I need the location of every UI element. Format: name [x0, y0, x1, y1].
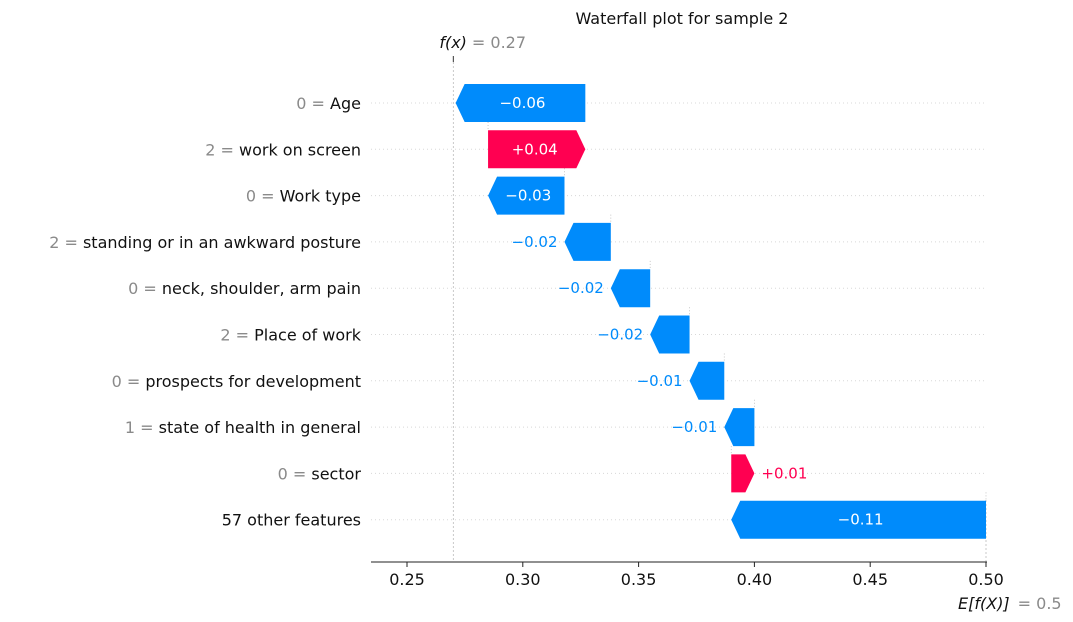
feature-name: prospects for development — [145, 372, 361, 391]
waterfall-bar — [731, 500, 986, 539]
feature-value: 2 = — [220, 326, 254, 345]
feature-value: 2 = — [205, 140, 239, 159]
feature-name: sector — [311, 464, 361, 483]
base-value-label: E[f(X)] = 0.5 — [958, 594, 1062, 613]
feature-name: 57 other features — [222, 511, 361, 530]
feature-label: 2 = standing or in an awkward posture — [49, 233, 361, 252]
x-tick-label: 0.35 — [621, 570, 657, 589]
feature-value: 0 = — [246, 187, 280, 206]
bar-value-label: −0.02 — [512, 233, 558, 251]
feature-name: neck, shoulder, arm pain — [162, 279, 361, 298]
feature-value: 0 = — [112, 372, 146, 391]
waterfall-bar — [455, 84, 586, 122]
bar-value-label: −0.06 — [499, 94, 545, 112]
bar-value-label: −0.11 — [838, 511, 884, 529]
feature-label: 1 = state of health in general — [125, 418, 361, 437]
feature-label: 2 = Place of work — [220, 326, 361, 345]
feature-value: 1 = — [125, 418, 159, 437]
x-tick-label: 0.40 — [737, 570, 773, 589]
x-tick-label: 0.45 — [852, 570, 888, 589]
feature-name: Place of work — [254, 326, 362, 345]
bar-value-label: −0.03 — [505, 187, 551, 205]
feature-label: 0 = Age — [296, 94, 361, 113]
waterfall-bar — [488, 176, 565, 215]
bar-value-label: −0.02 — [597, 326, 643, 344]
waterfall-bar — [488, 130, 586, 169]
waterfall-bar — [650, 315, 690, 354]
chart-title: Waterfall plot for sample 2 — [576, 9, 789, 28]
feature-name: Work type — [280, 187, 361, 206]
bar-value-label: −0.02 — [558, 279, 604, 297]
feature-label: 0 = prospects for development — [112, 372, 361, 391]
feature-label: 0 = Work type — [246, 187, 361, 206]
feature-label: 2 = work on screen — [205, 140, 361, 159]
feature-name: state of health in general — [159, 418, 361, 437]
feature-value: 0 = — [278, 464, 312, 483]
feature-name: standing or in an awkward posture — [83, 233, 361, 252]
waterfall-bar — [731, 454, 755, 493]
waterfall-bar — [724, 408, 755, 447]
feature-value: 2 = — [49, 233, 83, 252]
bar-value-label: +0.04 — [512, 140, 558, 158]
feature-name: work on screen — [239, 140, 361, 159]
feature-label: 0 = neck, shoulder, arm pain — [128, 279, 361, 298]
waterfall-bar — [564, 222, 611, 261]
bar-value-label: −0.01 — [671, 418, 717, 436]
waterfall-bar — [610, 269, 651, 308]
x-tick-label: 0.25 — [389, 570, 425, 589]
bar-value-label: −0.01 — [637, 372, 683, 390]
bar-value-label: +0.01 — [761, 464, 807, 482]
feature-name: Age — [330, 94, 361, 113]
fx-label: f(x) = 0.27 — [439, 33, 526, 52]
feature-value: 0 = — [128, 279, 162, 298]
feature-label: 57 other features — [222, 511, 361, 530]
feature-value: 0 = — [296, 94, 330, 113]
waterfall-bar — [689, 361, 725, 400]
x-tick-label: 0.50 — [968, 570, 1004, 589]
feature-label: 0 = sector — [278, 464, 362, 483]
x-tick-label: 0.30 — [505, 570, 541, 589]
